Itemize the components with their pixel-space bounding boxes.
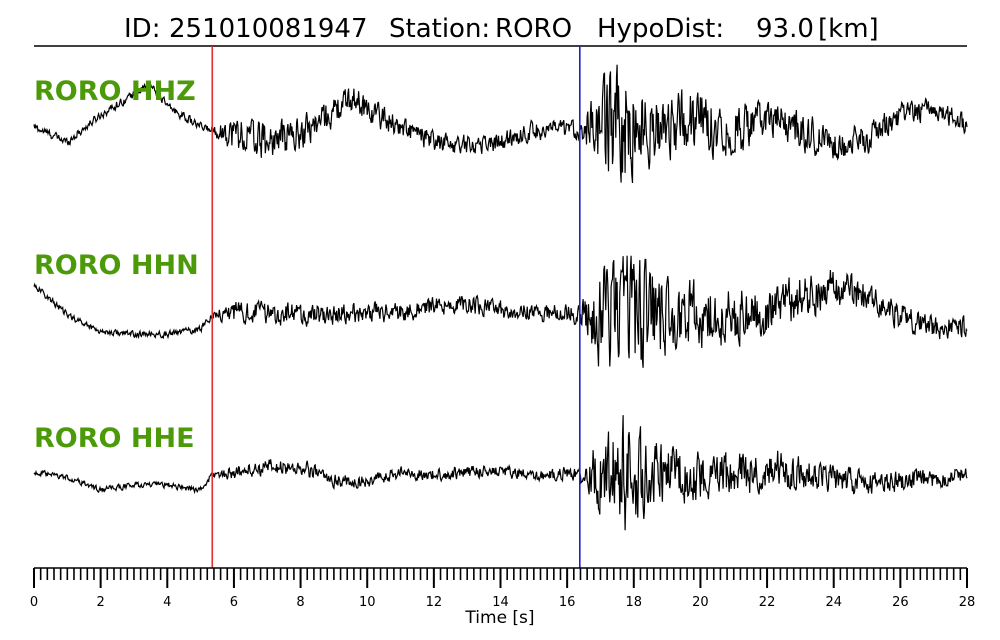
trace-group bbox=[33, 64, 968, 531]
x-tick-label: 10 bbox=[359, 595, 376, 610]
title-hypodist-unit: [km] bbox=[818, 14, 879, 44]
x-tick-label: 12 bbox=[426, 595, 443, 610]
x-tick-label: 28 bbox=[959, 595, 976, 610]
title-hypodist-value: 93.0 bbox=[756, 14, 814, 44]
title-id-value: 251010081947 bbox=[169, 14, 368, 44]
trace-roro-hhz bbox=[33, 64, 968, 184]
title-station-value: RORO bbox=[495, 14, 572, 44]
x-tick-label: 22 bbox=[759, 595, 776, 610]
title-station-label: Station: bbox=[389, 14, 490, 44]
title-id-label: ID: bbox=[124, 14, 160, 44]
channel-label-hhz: RORO HHZ bbox=[34, 76, 196, 107]
x-tick-label: 2 bbox=[97, 595, 105, 610]
title-hypodist-label: HypoDist: bbox=[597, 14, 724, 44]
x-tick-label: 0 bbox=[30, 595, 38, 610]
x-axis-ticks: 0 2 4 6 8 10 12 14 16 18 20 22 24 26 28 bbox=[30, 568, 975, 610]
x-tick-label: 8 bbox=[296, 595, 304, 610]
x-tick-label: 14 bbox=[492, 595, 509, 610]
x-tick-label: 26 bbox=[892, 595, 909, 610]
channel-label-hhe: RORO HHE bbox=[34, 423, 195, 454]
x-tick-label: 16 bbox=[559, 595, 576, 610]
x-axis: 0 2 4 6 8 10 12 14 16 18 20 22 24 26 28 Time [s] bbox=[30, 567, 975, 628]
x-tick-label: 6 bbox=[230, 595, 238, 610]
trace-roro-hhe bbox=[33, 415, 968, 531]
x-axis-label: Time [s] bbox=[464, 608, 534, 628]
x-tick-label: 24 bbox=[825, 595, 842, 610]
x-tick-label: 4 bbox=[163, 595, 171, 610]
channel-label-hhn: RORO HHN bbox=[34, 250, 199, 281]
x-tick-label: 20 bbox=[692, 595, 709, 610]
phase-picks bbox=[211, 46, 581, 568]
figure-title: ID: 251010081947 Station: RORO HypoDist:… bbox=[124, 14, 879, 44]
x-tick-label: 18 bbox=[626, 595, 643, 610]
trace-roro-hhn bbox=[33, 255, 968, 368]
